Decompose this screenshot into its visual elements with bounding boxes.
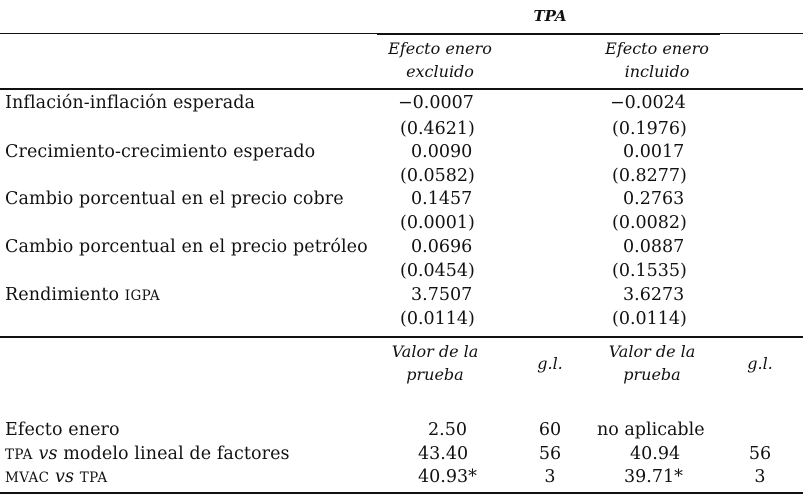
pvalue-included: (0.0082) (612, 213, 687, 233)
test-label: Efecto enero (5, 420, 120, 440)
header-test-value-excl-line1: Valor de la (391, 342, 479, 361)
header-test-value-excl-line2: prueba (406, 365, 464, 384)
coef-excluded: −0.0007 (398, 93, 474, 113)
test-label-vs: vs (38, 444, 58, 464)
header-included-line2: incluido (624, 62, 690, 81)
row-label-smallcaps: IGPA (124, 288, 161, 304)
header-df-incl: g.l. (747, 354, 773, 373)
pvalue-included: (0.1976) (612, 119, 687, 139)
pvalue-excluded: (0.4621) (400, 119, 475, 139)
row-label-main: Rendimiento (5, 285, 125, 305)
test-df-excl: 56 (538, 444, 562, 464)
coef-excluded: 0.0090 (411, 142, 473, 162)
test-value-incl: 40.94 (630, 444, 681, 464)
group-rule-excl (377, 34, 720, 35)
bottom-rule (0, 492, 803, 494)
coef-included: 3.6273 (623, 285, 685, 305)
pvalue-included: (0.0114) (612, 309, 687, 329)
table-title: TPA (533, 7, 567, 25)
pvalue-included: (0.1535) (612, 261, 687, 281)
pvalue-included: (0.8277) (612, 166, 687, 186)
coef-included: 0.0017 (623, 142, 685, 162)
pvalue-excluded: (0.0001) (400, 213, 475, 233)
test-df-incl: 56 (748, 444, 772, 464)
test-label: MVAC vs TPA (5, 467, 108, 487)
row-label: Crecimiento-crecimiento esperado (5, 142, 316, 162)
test-value-excl: 43.40 (418, 444, 469, 464)
coef-excluded: 0.0696 (411, 237, 473, 257)
coef-included: 0.2763 (623, 189, 685, 209)
header-df-excl: g.l. (537, 354, 563, 373)
test-label-b: TPA (79, 470, 108, 486)
test-value-excl: 2.50 (428, 420, 467, 440)
pvalue-excluded: (0.0114) (400, 309, 475, 329)
header-test-value-incl-line1: Valor de la (608, 342, 696, 361)
row-label: Inflación-inflación esperada (5, 93, 256, 113)
row-label: Cambio porcentual en el precio cobre (5, 189, 344, 209)
pvalue-excluded: (0.0454) (400, 261, 475, 281)
row-label: Rendimiento IGPA (5, 285, 161, 305)
test-df-excl: 60 (538, 420, 562, 440)
coef-excluded: 0.1457 (411, 189, 473, 209)
test-label: TPA vs modelo lineal de factores (5, 444, 290, 464)
header-excluded-line2: excluido (406, 62, 474, 81)
pvalue-excluded: (0.0582) (400, 166, 475, 186)
test-value-excl: 40.93* (418, 467, 477, 487)
header-test-value-incl-line2: prueba (623, 365, 681, 384)
test-value-incl: no aplicable (597, 420, 705, 440)
test-df-incl: 3 (754, 467, 766, 487)
test-df-excl: 3 (544, 467, 556, 487)
test-label-a: TPA (5, 447, 33, 463)
test-label-a: MVAC (5, 470, 50, 486)
coef-included: 0.0887 (623, 237, 685, 257)
test-label-vs: vs (55, 467, 75, 487)
mid-rule (0, 336, 803, 338)
header-excluded-line1: Efecto enero (388, 39, 492, 58)
test-label-b: modelo lineal de factores (57, 444, 290, 464)
test-value-incl: 39.71* (624, 467, 683, 487)
coef-excluded: 3.7507 (411, 285, 473, 305)
coef-included: −0.0024 (610, 93, 686, 113)
header-rule (0, 88, 803, 90)
header-included-line1: Efecto enero (605, 39, 709, 58)
top-rule (0, 33, 803, 34)
row-label: Cambio porcentual en el precio petróleo (5, 237, 368, 257)
